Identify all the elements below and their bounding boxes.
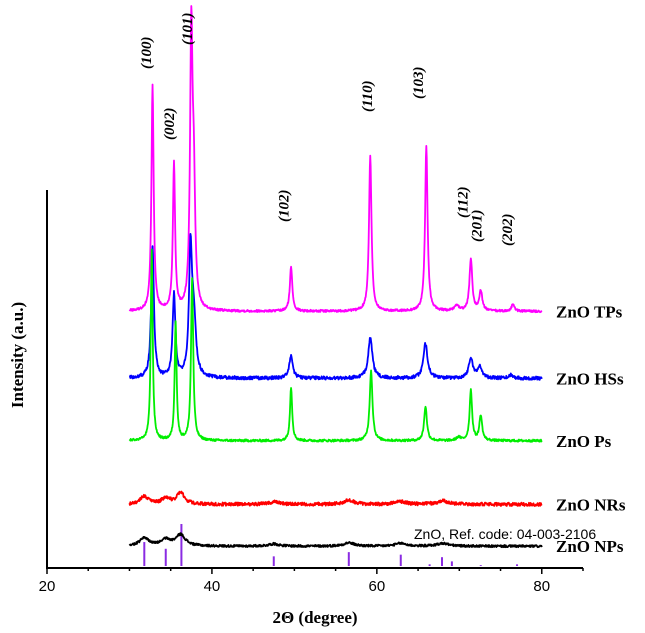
y-axis-title: Intensity (a.u.) — [8, 302, 27, 408]
miller-index-label: (101) — [180, 13, 196, 46]
series-line — [128, 248, 543, 443]
miller-index-label: (110) — [360, 80, 376, 112]
series-label: ZnO Ps — [556, 432, 612, 451]
series-line — [128, 5, 543, 314]
x-tick-label: 40 — [204, 578, 221, 595]
series-labels: ZnO TPs ZnO HSs ZnO Ps ZnO NRs ZnO NPs — [556, 302, 626, 556]
x-axis-title: 2Θ (degree) — [272, 608, 357, 627]
miller-index-label: (100) — [139, 37, 155, 70]
miller-index-label: (103) — [411, 67, 427, 100]
series-line — [128, 532, 543, 549]
x-tick-label: 80 — [533, 578, 550, 595]
series-line — [128, 233, 543, 381]
x-tick-label: 60 — [369, 578, 386, 595]
series-line — [128, 490, 543, 507]
series-label: ZnO NRs — [556, 495, 626, 514]
miller-index-labels: (100) (002) (101) (102) (110) (103) (112)(201)… — [139, 13, 516, 247]
axes: 20 40 60 80 — [39, 190, 584, 595]
series-traces — [128, 5, 543, 549]
series-label: ZnO TPs — [556, 302, 623, 321]
series-label: ZnO NPs — [556, 537, 624, 556]
miller-index-label: (112) — [456, 186, 472, 218]
reference-sticks — [143, 524, 519, 566]
miller-index-label: (201) — [470, 210, 486, 242]
x-tick-label: 20 — [39, 578, 56, 595]
miller-index-label: (202) — [500, 214, 516, 247]
reference-label: ZnO, Ref. code: 04-003-2106 — [414, 526, 596, 542]
miller-index-label: (002) — [162, 108, 178, 141]
series-label: ZnO HSs — [556, 369, 624, 388]
miller-index-label: (102) — [277, 190, 293, 223]
